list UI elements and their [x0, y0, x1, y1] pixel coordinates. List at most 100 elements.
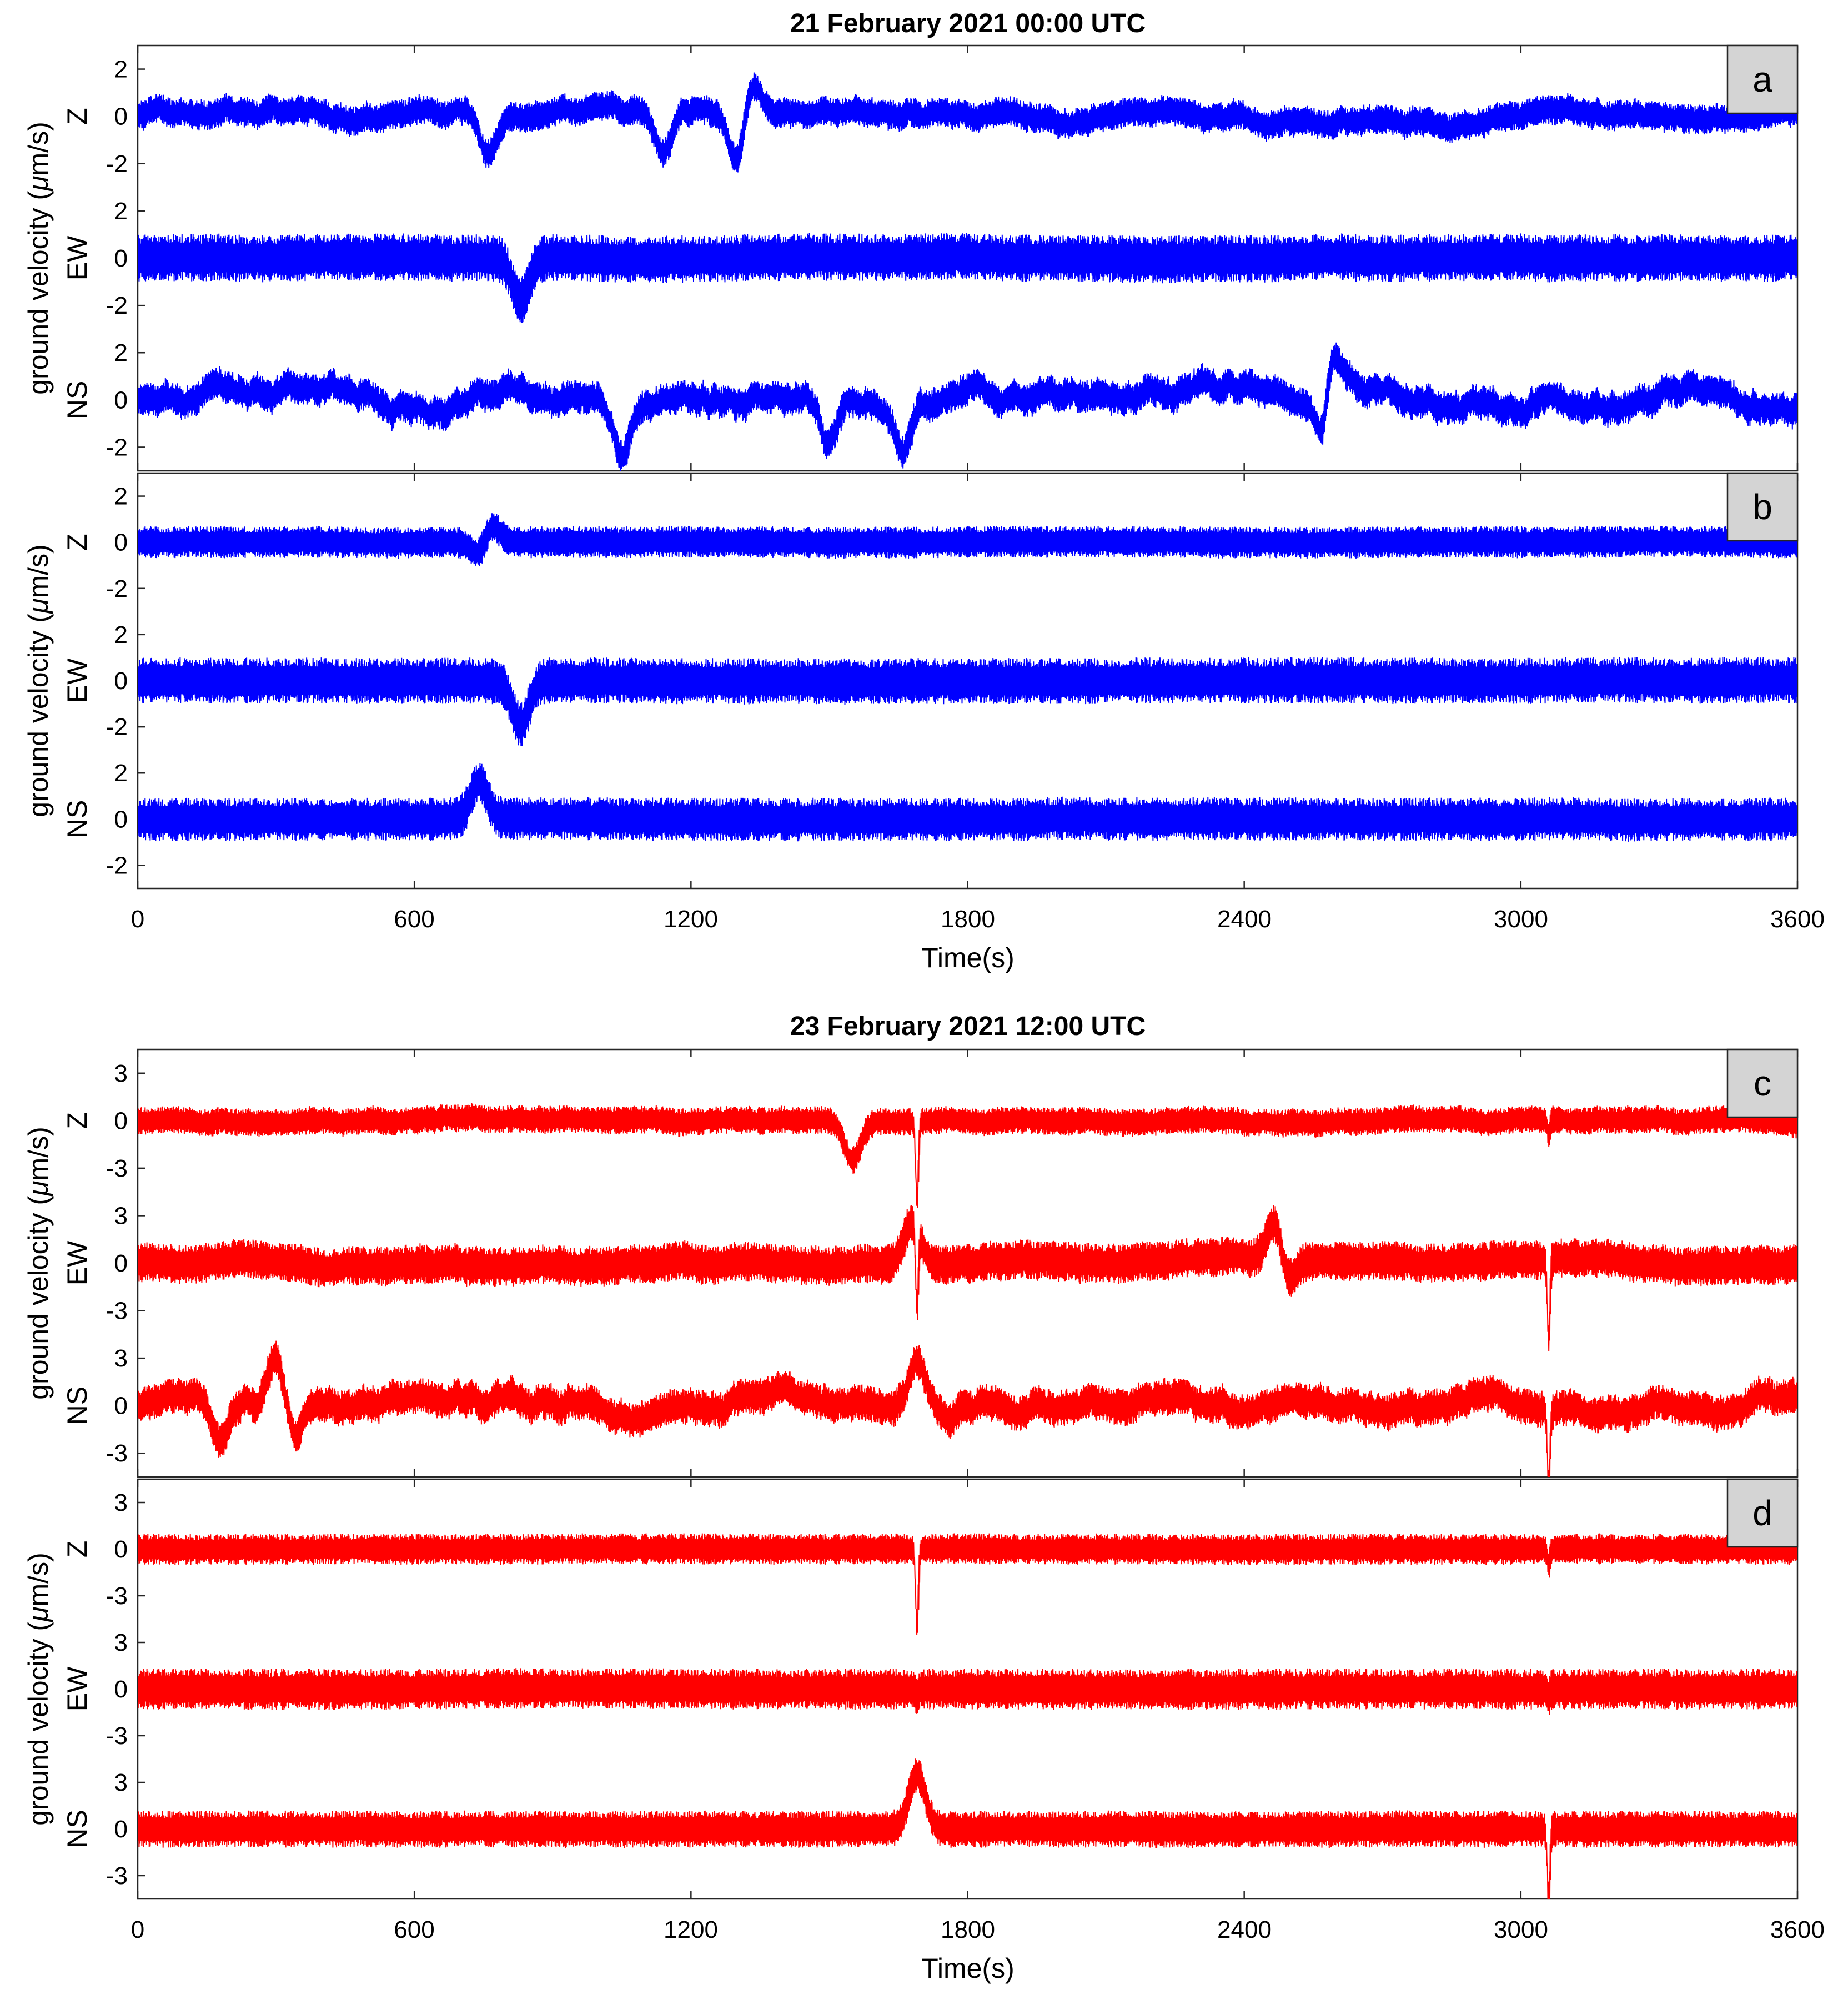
- x-tick-label: 600: [394, 1916, 434, 1943]
- y-tick-label: -3: [106, 1722, 128, 1750]
- y-axis-label: ground velocity (μm/s): [23, 544, 54, 817]
- series-trace-b-z: [138, 513, 1797, 567]
- panel-c: 3 0 -3 Z 3 0 -3 EW 3 0 -3 NS ground velocity (μm/s) c: [23, 1048, 1799, 1478]
- y-axis-label-prefix: ground velocity (: [23, 1622, 54, 1826]
- channel-label-ns: NS: [62, 1810, 93, 1848]
- y-axis-label: ground velocity (μm/s): [23, 1127, 54, 1399]
- channel-label-z: Z: [62, 1112, 93, 1129]
- x-tick-label: 1200: [664, 1916, 718, 1943]
- y-tick-label: 0: [114, 1107, 128, 1134]
- y-tick-label: 0: [114, 1536, 128, 1563]
- x-tick-label: 1800: [941, 906, 995, 933]
- x-tick-label: 0: [131, 1916, 144, 1943]
- y-tick-label: -2: [106, 852, 128, 879]
- y-tick-label: 3: [114, 1060, 128, 1087]
- x-tick-labels-feb23: 0 600 1200 1800 2400 3000 3600: [131, 1916, 1825, 1943]
- channel-label-z: Z: [62, 108, 93, 125]
- y-tick-label: 2: [114, 760, 128, 787]
- chart-title-feb21: 21 February 2021 00:00 UTC: [790, 9, 1146, 38]
- x-tick-label: 3600: [1770, 1916, 1825, 1943]
- y-tick-label: -3: [106, 1440, 128, 1467]
- y-axis-label-prefix: ground velocity (: [23, 1196, 54, 1400]
- panel-d: 3 0 -3 Z 3 0 -3 EW 3 0 -3 NS ground velocity (μm/s) d: [23, 1478, 1799, 1900]
- panel-b: 2 0 -2 Z 2 0 -2 EW 2 0 -2 NS ground velocity (μm/s) b: [23, 472, 1799, 890]
- x-tick-label: 1200: [664, 906, 718, 933]
- y-tick-label: 3: [114, 1769, 128, 1796]
- y-tick-label: 2: [114, 483, 128, 510]
- y-axis-label-suffix: m/s): [23, 122, 54, 175]
- y-tick-label: -2: [106, 434, 128, 461]
- x-tick-label: 3000: [1494, 1916, 1548, 1943]
- channel-label-ew: EW: [62, 1666, 93, 1711]
- y-tick-label: 0: [114, 245, 128, 272]
- y-tick-label: -2: [106, 575, 128, 602]
- x-tick-labels-feb21: 0 600 1200 1800 2400 3000 3600: [131, 906, 1825, 933]
- y-tick-label: 0: [114, 1676, 128, 1703]
- y-tick-label: 0: [114, 1393, 128, 1420]
- x-tick-label: 1800: [941, 1916, 995, 1943]
- y-axis-label-mu: μ: [23, 1606, 54, 1622]
- x-tick-label: 2400: [1217, 1916, 1272, 1943]
- series-trace-b-ns: [138, 763, 1797, 842]
- y-axis-label-mu: μ: [23, 1180, 54, 1197]
- series-trace-c-z: [138, 1103, 1797, 1208]
- x-tick-label: 600: [394, 906, 434, 933]
- y-tick-label: -2: [106, 150, 128, 178]
- y-tick-label: 0: [114, 386, 128, 414]
- x-axis-label-feb23: Time(s): [921, 1953, 1015, 1984]
- y-axis-label-mu: μ: [23, 598, 54, 614]
- series-trace-b-ew: [138, 657, 1797, 746]
- series-trace-a-ns: [138, 342, 1797, 471]
- panel-label-b: b: [1752, 487, 1772, 527]
- y-tick-label: -3: [106, 1582, 128, 1610]
- y-tick-label: -3: [106, 1298, 128, 1325]
- y-tick-label: 0: [114, 806, 128, 833]
- panel-label-box: [1726, 44, 1799, 114]
- y-axis-label-suffix: m/s): [23, 1127, 54, 1180]
- y-tick-label: 2: [114, 56, 128, 83]
- y-tick-label: 2: [114, 339, 128, 366]
- series-trace-a-ew: [138, 233, 1797, 323]
- x-tick-label: 2400: [1217, 906, 1272, 933]
- y-tick-label: 3: [114, 1202, 128, 1229]
- y-tick-label: 3: [114, 1345, 128, 1372]
- series-trace-d-ew: [138, 1668, 1797, 1715]
- channel-label-ns: NS: [62, 381, 93, 419]
- y-tick-label: 0: [114, 103, 128, 130]
- y-tick-label: 3: [114, 1489, 128, 1516]
- y-tick-label: -2: [106, 292, 128, 319]
- panel-a: 2 0 -2 Z 2 0 -2 EW 2 0 -2 NS ground velocity (μm/s) a: [23, 44, 1799, 472]
- x-axis-label-feb21: Time(s): [921, 942, 1015, 973]
- channel-label-ew: EW: [62, 1240, 93, 1285]
- y-tick-label: 0: [114, 1250, 128, 1277]
- y-axis-label-suffix: m/s): [23, 1552, 54, 1606]
- panel-label-a: a: [1752, 59, 1772, 99]
- series-trace-c-ew: [138, 1205, 1797, 1351]
- channel-label-ns: NS: [62, 800, 93, 838]
- x-tick-label: 3600: [1770, 906, 1825, 933]
- channel-label-ns: NS: [62, 1386, 93, 1425]
- y-tick-label: -2: [106, 713, 128, 741]
- channel-label-z: Z: [62, 1541, 93, 1558]
- y-tick-label: -3: [106, 1155, 128, 1182]
- series-trace-a-z: [138, 72, 1797, 173]
- y-axis-label-mu: μ: [23, 175, 54, 192]
- channel-label-ew: EW: [62, 658, 93, 703]
- channel-label-z: Z: [62, 534, 93, 551]
- y-axis-label-prefix: ground velocity (: [23, 614, 54, 817]
- y-axis-label-prefix: ground velocity (: [23, 191, 54, 395]
- y-axis-label: ground velocity (μm/s): [23, 1552, 54, 1825]
- panel-label-c: c: [1754, 1063, 1771, 1103]
- x-tick-label: 0: [131, 906, 144, 933]
- channel-label-ew: EW: [62, 235, 93, 280]
- y-axis-label: ground velocity (μm/s): [23, 122, 54, 394]
- series-trace-d-z: [138, 1533, 1797, 1635]
- y-tick-label: 2: [114, 621, 128, 649]
- x-tick-label: 3000: [1494, 906, 1548, 933]
- y-tick-label: 3: [114, 1629, 128, 1656]
- y-tick-label: 0: [114, 1816, 128, 1843]
- panel-label-d: d: [1752, 1493, 1772, 1533]
- y-tick-label: 0: [114, 667, 128, 695]
